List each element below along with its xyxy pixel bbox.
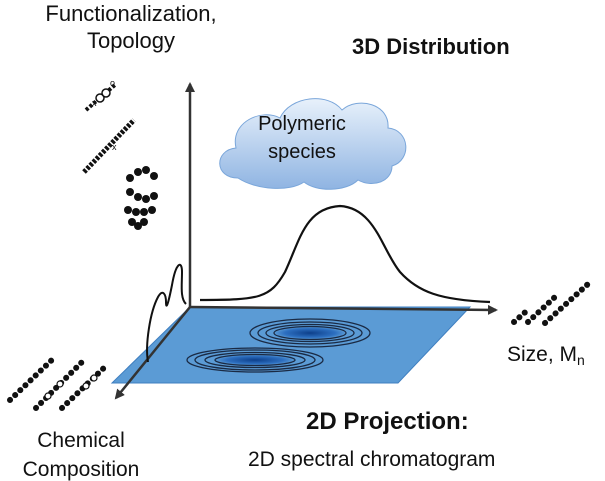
projection-subtitle: 2D spectral chromatogram bbox=[248, 448, 496, 471]
projection-title: 2D Projection: bbox=[306, 408, 469, 435]
contour-peak-lower bbox=[186, 347, 324, 373]
polymer-chain-icon-topology-2: x bbox=[82, 118, 136, 174]
polymeric-species-cloud bbox=[219, 98, 407, 190]
polymer-chain-icon-size bbox=[511, 281, 591, 326]
title-3d-distribution: 3D Distribution bbox=[352, 34, 510, 59]
z-axis-arrow bbox=[114, 306, 191, 400]
svg-text:x: x bbox=[112, 142, 117, 152]
x-axis-label-main: Size, M bbox=[507, 343, 578, 366]
x-axis-label: Size, Mn bbox=[507, 343, 585, 368]
z-axis-label: Chemical Composition bbox=[22, 429, 140, 481]
size-distribution-curve bbox=[199, 204, 491, 304]
cloud-label: Polymeric species bbox=[258, 113, 346, 163]
contour-peak-upper bbox=[249, 318, 371, 348]
svg-text:x: x bbox=[92, 98, 97, 108]
polymer-chain-icon-composition bbox=[7, 353, 111, 411]
y-axis-label-text: Functionalization, Topology bbox=[45, 1, 217, 53]
y-axis-label: Functionalization, Topology bbox=[6, 0, 256, 54]
x-axis-arrow bbox=[189, 304, 498, 315]
polymer-chain-icon-functional bbox=[124, 166, 158, 230]
projection-plane bbox=[110, 306, 472, 384]
x-axis-label-subscript: n bbox=[577, 352, 585, 368]
polymer-chain-icon-topology-1: o x bbox=[84, 78, 118, 112]
composition-distribution-curve bbox=[146, 263, 187, 363]
svg-text:o: o bbox=[110, 78, 115, 88]
